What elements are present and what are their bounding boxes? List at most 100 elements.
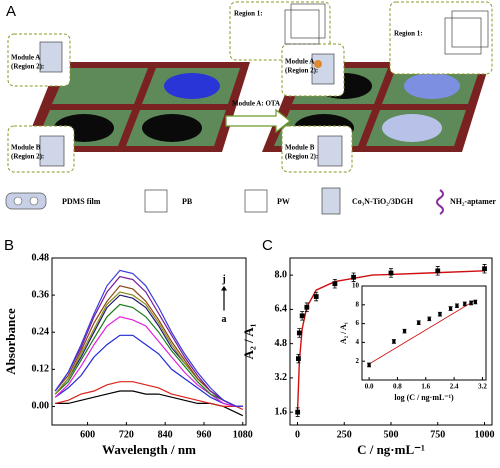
y-tick-label: 10: [352, 282, 360, 290]
legend-label: PDMS film: [62, 197, 101, 206]
y-tick-label: 6: [356, 319, 360, 327]
spectrum-line: [54, 316, 243, 407]
x-tick-label: 2.4: [450, 383, 459, 391]
region-label: Module A: [285, 58, 314, 66]
data-point: [392, 339, 396, 344]
legend-label: Co₃N-TiO₂/3DGH: [352, 197, 414, 206]
annotation-arrow: [221, 285, 227, 291]
data-point: [438, 312, 442, 316]
data-point: [295, 409, 301, 415]
spectrum-line: [54, 275, 243, 407]
region-label: (Region 2):: [285, 67, 318, 75]
region-label: Region 1:: [394, 30, 423, 38]
x-tick-label: 960: [196, 429, 211, 440]
spot: [404, 73, 460, 99]
spectrum-line: [54, 303, 243, 407]
legend-icon: [144, 189, 168, 213]
panel-label: C: [262, 237, 273, 254]
legend-icon: [5, 192, 47, 210]
data-point: [299, 313, 305, 319]
x-tick-label: 1000: [475, 429, 495, 440]
y-axis-label: A₂ / A₁: [339, 321, 348, 344]
legend-icon: [29, 196, 39, 206]
data-point: [463, 302, 467, 306]
y-tick-label: 8: [356, 300, 360, 308]
region-label: Module B: [11, 144, 41, 152]
data-point: [448, 306, 453, 311]
legend-label: PW: [277, 197, 290, 206]
spectrum-line: [54, 269, 243, 407]
y-tick-label: 0.12: [32, 364, 50, 375]
x-tick-label: 250: [337, 429, 352, 440]
x-tick-label: 0: [295, 429, 300, 440]
data-point: [427, 317, 431, 321]
data-point: [455, 304, 459, 308]
crystal-icons: [39, 3, 489, 167]
arrow-label: Module A: OTA: [232, 100, 280, 108]
y-axis-label: Absorbance: [3, 308, 18, 375]
region-label: Module B: [285, 144, 315, 152]
annotation: a: [222, 314, 227, 325]
spectrum-line: [54, 291, 243, 407]
spectrum-line: [54, 334, 243, 407]
x-axis-label: C / ng·mL⁻¹: [357, 442, 425, 457]
region-label: (Region 2):: [285, 153, 318, 161]
data-point: [296, 356, 301, 362]
data-point: [435, 268, 441, 274]
x-tick-label: 500: [384, 429, 399, 440]
data-point: [313, 294, 319, 299]
region-label: (Region 2):: [11, 153, 44, 161]
data-point: [469, 301, 473, 305]
spot: [382, 114, 442, 142]
legend-icon: [321, 187, 341, 215]
y-tick-label: 0.48: [32, 252, 50, 263]
panel-label: B: [4, 237, 14, 254]
spectrum-line: [55, 381, 244, 411]
data-point: [388, 270, 394, 276]
spot: [142, 114, 202, 142]
panel-label: A: [6, 3, 16, 20]
spot: [164, 73, 220, 99]
x-axis-label: log (C / ng·mL⁻¹): [394, 393, 454, 402]
fit-line: [368, 299, 476, 365]
legend-icon: [13, 196, 23, 206]
data-point: [332, 281, 338, 287]
legend-icon: [436, 189, 444, 215]
x-tick-label: 600: [80, 429, 95, 440]
data-point: [296, 330, 302, 336]
data-point: [304, 304, 310, 310]
region-label: Region 1:: [234, 10, 263, 18]
region-label: (Region 2):: [11, 63, 44, 71]
y-tick-label: 6.4: [275, 304, 288, 315]
process-arrow: [225, 108, 291, 134]
y-tick-label: 0.24: [32, 327, 50, 338]
ota-dot: [314, 60, 322, 68]
x-tick-label: 3.2: [478, 383, 487, 391]
region-label: Module A: [11, 54, 40, 62]
data-point: [482, 266, 487, 272]
fit-line: [296, 270, 485, 413]
x-tick-label: 720: [119, 429, 134, 440]
x-tick-label: 0.8: [393, 383, 402, 391]
y-tick-label: 8.0: [275, 269, 288, 280]
y-tick-label: 4: [356, 338, 360, 346]
panel-a: A: [5, 1, 496, 215]
y-tick-label: 2: [356, 357, 360, 365]
annotation: j: [221, 274, 225, 285]
data-point: [417, 321, 421, 325]
x-tick-label: 840: [158, 429, 173, 440]
x-tick-label: 1080: [233, 429, 253, 440]
x-tick-label: 0.0: [365, 383, 374, 391]
y-tick-label: 0.00: [32, 401, 50, 412]
spectrum-line: [54, 285, 243, 407]
data-point: [367, 363, 371, 367]
plot-frame: [51, 257, 247, 426]
data-point: [402, 329, 407, 333]
y-tick-label: 3.2: [275, 372, 288, 383]
y-tick-label: 4.8: [275, 338, 288, 349]
x-tick-label: 750: [430, 429, 445, 440]
y-axis-label: A₂ / A₁: [241, 323, 256, 359]
data-point: [351, 274, 356, 280]
x-tick-label: 1.6: [421, 383, 430, 391]
